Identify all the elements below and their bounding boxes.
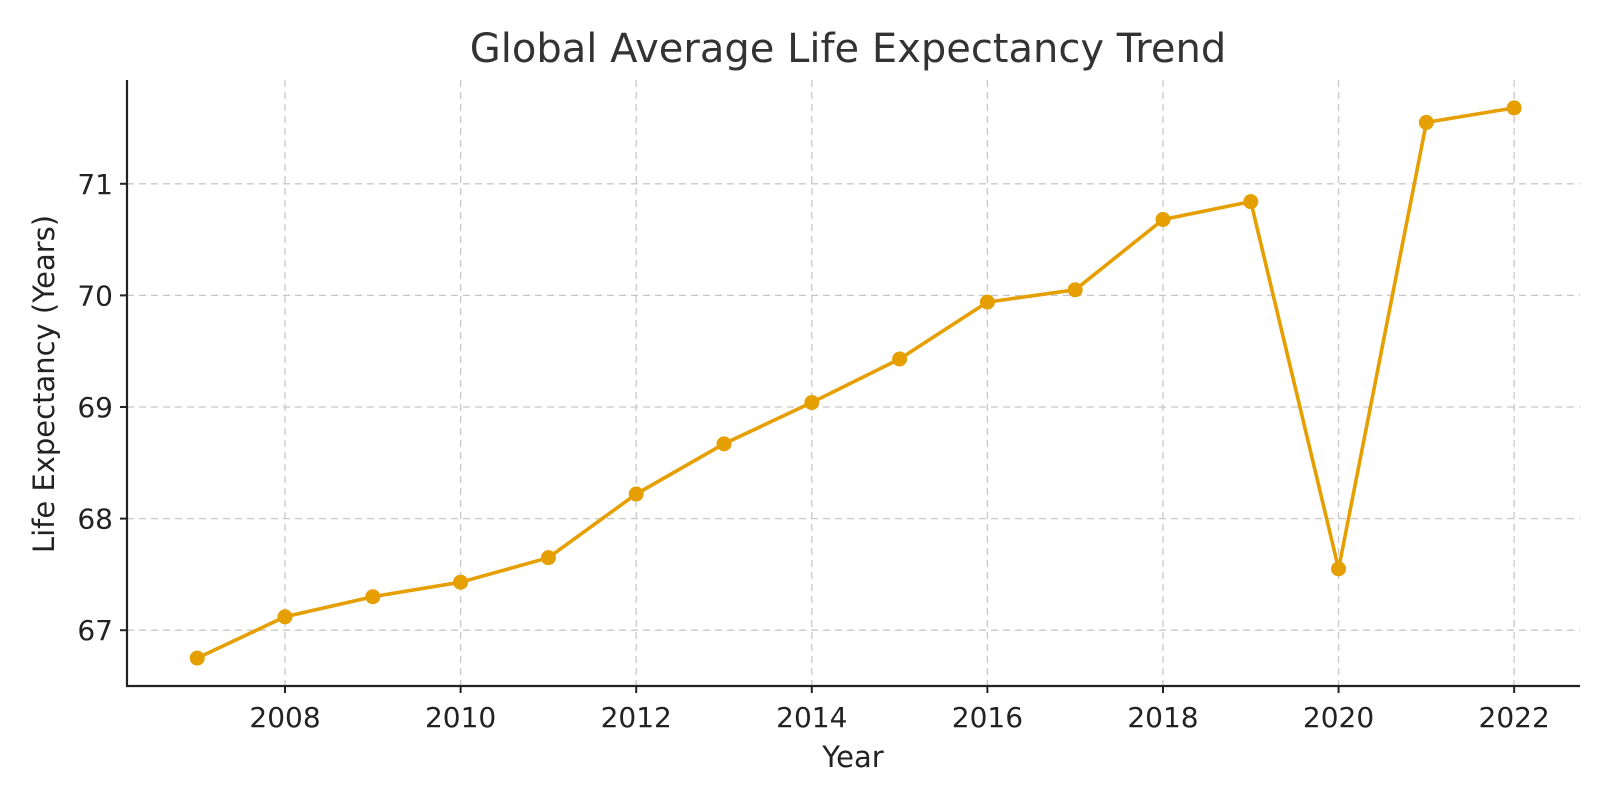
x-tick-label: 2012 xyxy=(601,701,672,734)
data-point xyxy=(365,589,381,605)
x-tick-label: 2010 xyxy=(425,701,496,734)
series xyxy=(189,100,1522,666)
x-tick-label: 2018 xyxy=(1127,701,1198,734)
data-point xyxy=(540,550,556,566)
data-point xyxy=(1418,114,1434,130)
data-point xyxy=(628,486,644,502)
y-tick-label: 67 xyxy=(77,614,113,647)
data-point xyxy=(892,351,908,367)
x-tick-label: 2008 xyxy=(249,701,320,734)
data-point xyxy=(1067,282,1083,298)
data-point xyxy=(277,609,293,625)
data-point xyxy=(453,574,469,590)
y-tick-label: 69 xyxy=(77,391,113,424)
data-point xyxy=(1331,561,1347,577)
x-axis-label: Year xyxy=(821,740,883,774)
y-axis-label: Life Expectancy (Years) xyxy=(27,215,61,553)
y-tick-label: 68 xyxy=(77,503,113,536)
x-tick-label: 2014 xyxy=(776,701,847,734)
grid xyxy=(127,80,1580,686)
data-point xyxy=(1506,100,1522,116)
data-point xyxy=(1155,212,1171,228)
data-point xyxy=(979,294,995,310)
data-point xyxy=(804,395,820,411)
x-tick-label: 2016 xyxy=(952,701,1023,734)
data-point xyxy=(716,436,732,452)
x-tick-label: 2020 xyxy=(1303,701,1374,734)
tick-labels: 2008 2010 2012 2014 2016 2018 2020 2022 67 68 69 70… xyxy=(77,168,1549,734)
data-point xyxy=(189,650,205,666)
y-tick-label: 70 xyxy=(77,279,113,312)
series-line xyxy=(195,106,1516,660)
x-tick-label: 2022 xyxy=(1479,701,1550,734)
y-tick-label: 71 xyxy=(77,168,113,201)
data-point xyxy=(1243,194,1259,210)
chart-title: Global Average Life Expectancy Trend xyxy=(470,26,1226,72)
